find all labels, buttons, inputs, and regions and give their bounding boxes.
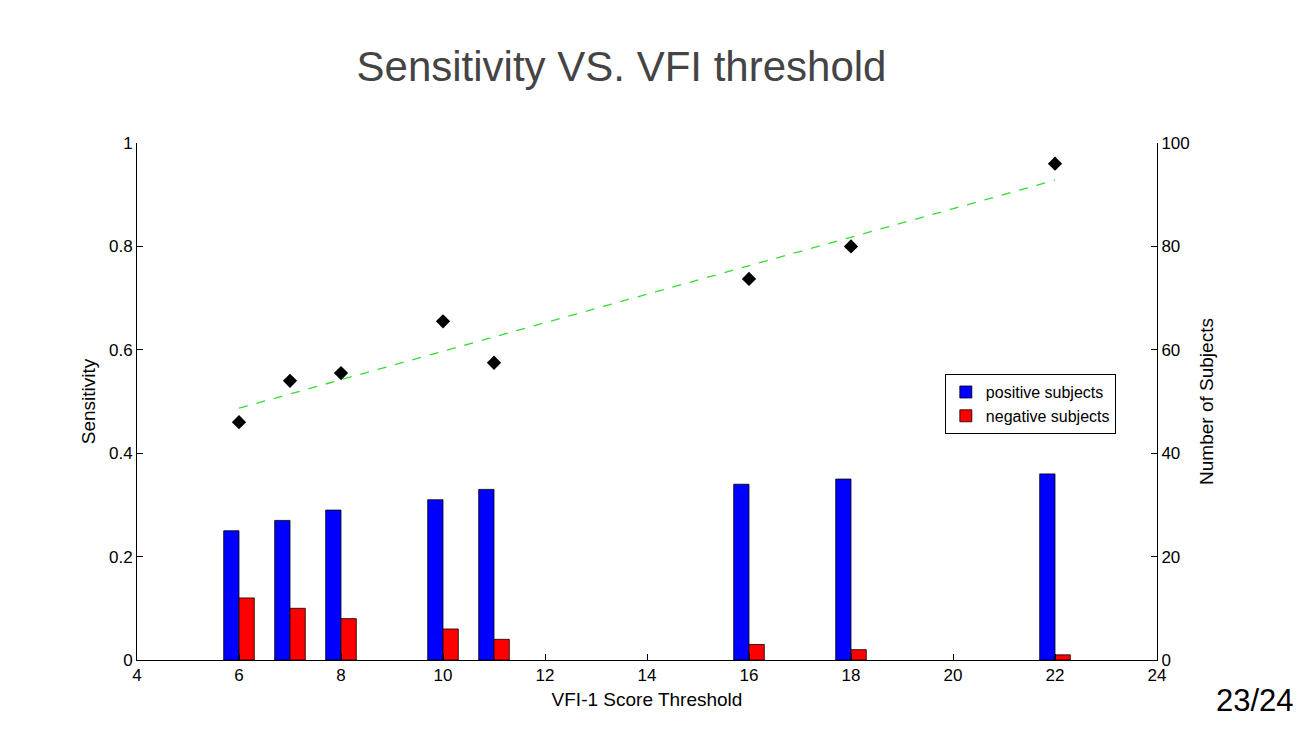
svg-text:Sensitivity: Sensitivity (78, 358, 99, 444)
svg-text:0.4: 0.4 (109, 444, 133, 463)
svg-text:100: 100 (1161, 134, 1189, 153)
svg-text:10: 10 (434, 666, 453, 685)
svg-text:80: 80 (1161, 237, 1180, 256)
svg-text:0.6: 0.6 (109, 341, 133, 360)
svg-text:24: 24 (1148, 666, 1167, 685)
svg-text:Number of Subjects: Number of Subjects (1196, 318, 1217, 485)
svg-text:18: 18 (842, 666, 861, 685)
svg-text:20: 20 (944, 666, 963, 685)
svg-text:0.8: 0.8 (109, 237, 133, 256)
svg-text:14: 14 (638, 666, 657, 685)
svg-text:40: 40 (1161, 444, 1180, 463)
svg-text:16: 16 (740, 666, 759, 685)
svg-text:0.2: 0.2 (109, 548, 133, 567)
svg-text:23/24: 23/24 (1216, 683, 1294, 718)
svg-text:negative subjects: negative subjects (986, 408, 1110, 425)
svg-text:22: 22 (1046, 666, 1065, 685)
svg-text:12: 12 (536, 666, 555, 685)
svg-text:6: 6 (234, 666, 243, 685)
svg-text:Sensitivity VS. VFI threshold: Sensitivity VS. VFI threshold (357, 43, 887, 90)
svg-text:1: 1 (123, 134, 132, 153)
svg-text:20: 20 (1161, 548, 1180, 567)
svg-text:8: 8 (336, 666, 345, 685)
svg-text:positive subjects: positive subjects (986, 384, 1103, 401)
svg-text:60: 60 (1161, 341, 1180, 360)
svg-text:0: 0 (1161, 651, 1170, 670)
svg-text:0: 0 (123, 651, 132, 670)
svg-text:4: 4 (132, 666, 141, 685)
svg-text:VFI-1 Score Threshold: VFI-1 Score Threshold (552, 689, 743, 710)
